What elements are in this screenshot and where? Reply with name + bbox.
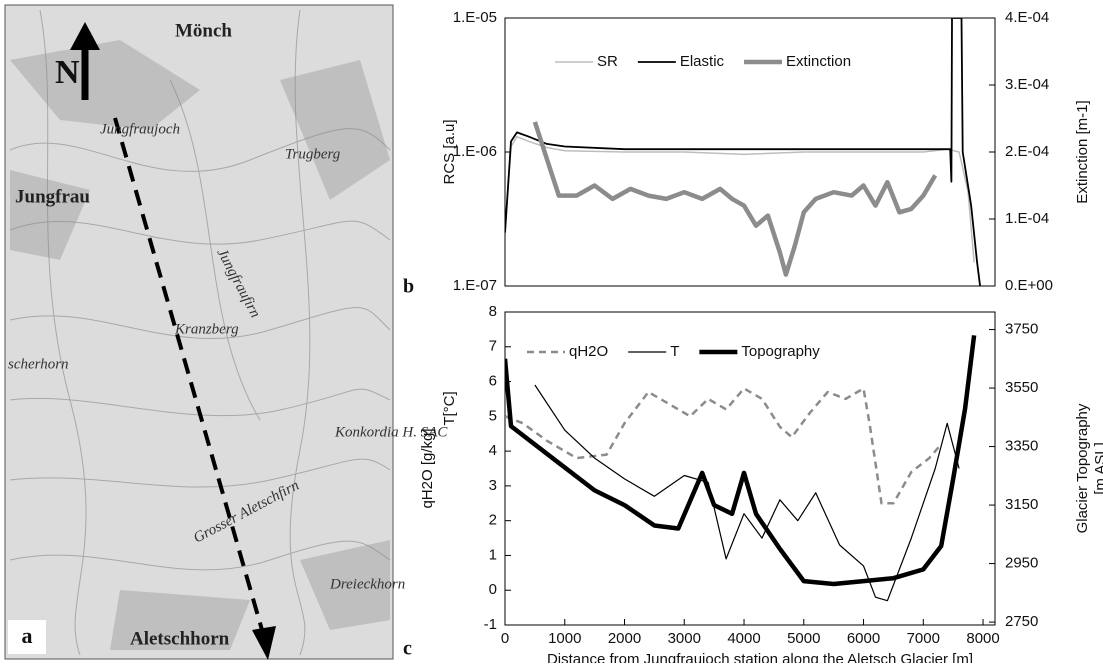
y-tick-label: 5 xyxy=(489,407,497,424)
y2-tick-label: 2.E-04 xyxy=(1005,143,1049,160)
y-tick-label: 0 xyxy=(489,581,497,598)
legend-label: qH2O xyxy=(569,343,608,360)
map-panel: N a xyxy=(4,4,394,660)
y2-tick-label: 2950 xyxy=(1005,555,1038,572)
y2-axis-title: Extinction [m-1] xyxy=(1074,100,1091,203)
series-line xyxy=(505,335,977,587)
y-tick-label: 3 xyxy=(489,477,497,494)
legend-label: Extinction xyxy=(786,53,851,70)
y-axis-title: RCS [a.u] xyxy=(441,119,458,184)
x-tick-label: 6000 xyxy=(847,630,880,647)
x-tick-label: 8000 xyxy=(966,630,999,647)
y2-tick-label: 3350 xyxy=(1005,438,1038,455)
panel-label: b xyxy=(403,276,414,298)
series-line xyxy=(505,18,981,286)
y2-tick-label: 3550 xyxy=(1005,379,1038,396)
legend-label: Elastic xyxy=(680,53,725,70)
map-place-label: Jungfrau xyxy=(15,186,90,207)
transect-arrow xyxy=(113,117,264,631)
y2-tick-label: 3750 xyxy=(1005,321,1038,338)
legend-label: T xyxy=(670,343,679,360)
x-tick-label: 2000 xyxy=(608,630,641,647)
panel-box xyxy=(8,620,46,654)
x-tick-label: 3000 xyxy=(668,630,701,647)
map-place-label: scherhorn xyxy=(8,356,69,372)
y-tick-label: 4 xyxy=(489,442,497,459)
map-place-label: Trugberg xyxy=(285,146,341,162)
map-place-label: Konkordia H. SAC xyxy=(334,424,448,440)
series-line xyxy=(532,121,938,277)
y2-tick-label: 2750 xyxy=(1005,613,1038,630)
map-place-label: Jungfraujoch xyxy=(100,121,180,137)
map-place-label: Aletschhorn xyxy=(130,628,230,649)
y-tick-label: 1.E-05 xyxy=(453,9,497,26)
panel-label: c xyxy=(403,638,412,660)
y2-tick-label: 3150 xyxy=(1005,496,1038,513)
legend-label: Topography xyxy=(741,343,820,360)
x-tick-label: 4000 xyxy=(727,630,760,647)
charts: 1.E-07 1.E-06 1.E-05 0.E+00 1.E-04 2.E-04 3.E-… xyxy=(403,9,1103,668)
x-tick-label: 5000 xyxy=(787,630,820,647)
y-tick-label: 1 xyxy=(489,546,497,563)
legend-label: SR xyxy=(597,53,618,70)
y2-tick-label: 1.E-04 xyxy=(1005,210,1049,227)
series-line xyxy=(534,384,960,602)
plot-frame xyxy=(504,311,996,626)
y2-tick-label: 3.E-04 xyxy=(1005,76,1049,93)
x-tick-label: 7000 xyxy=(907,630,940,647)
series-line xyxy=(505,387,943,505)
x-tick-label: 1000 xyxy=(548,630,581,647)
north-label: N xyxy=(55,54,80,91)
y-tick-label: -1 xyxy=(484,616,497,633)
map-contours xyxy=(9,9,391,656)
map-ridges xyxy=(10,40,390,650)
transect-arrow-head xyxy=(252,626,276,660)
plot-area xyxy=(505,18,981,286)
y-tick-label: 2 xyxy=(489,512,497,529)
y-tick-label: 7 xyxy=(489,338,497,355)
x-tick-label: 0 xyxy=(501,630,509,647)
map-place-label: Dreieckhorn xyxy=(329,576,405,592)
x-axis-title: Distance from Jungfraujoch station along… xyxy=(547,651,973,663)
y2-axis-title: [m ASL] xyxy=(1092,442,1103,495)
y2-axis-title: Glacier Topography xyxy=(1074,403,1091,533)
panel-label: a xyxy=(22,623,33,648)
y-tick-label: 1.E-07 xyxy=(453,277,497,294)
map-place-label: Mönch xyxy=(175,20,232,41)
north-arrow-head xyxy=(70,22,100,50)
y-tick-label: 6 xyxy=(489,373,497,390)
y2-tick-label: 4.E-04 xyxy=(1005,9,1049,26)
y-axis-title: qH2O [g/kg] xyxy=(419,428,436,508)
y-tick-label: 1.E-06 xyxy=(453,143,497,160)
series-line xyxy=(505,135,975,263)
y2-tick-label: 0.E+00 xyxy=(1005,277,1053,294)
y-axis-title: T[°C] xyxy=(441,391,458,425)
map-place-label: Kranzberg xyxy=(174,321,239,337)
map-background xyxy=(4,4,394,660)
y-tick-label: 8 xyxy=(489,303,497,320)
chart: 1.E-07 1.E-06 1.E-05 0.E+00 1.E-04 2.E-04 3.E-… xyxy=(403,9,1091,298)
plot-area xyxy=(505,335,977,602)
